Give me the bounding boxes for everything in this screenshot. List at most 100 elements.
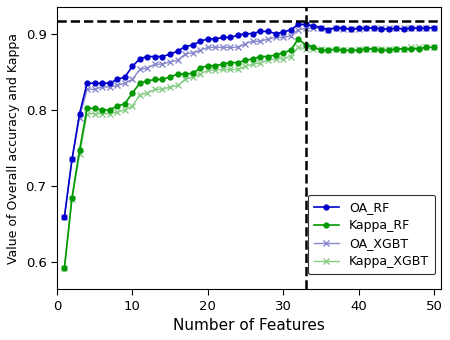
OA_XGBT bbox=[228, 45, 233, 49]
OA_XGBT bbox=[378, 26, 384, 30]
OA_XGBT bbox=[190, 51, 195, 55]
Kappa_RF bbox=[378, 48, 384, 52]
OA_XGBT bbox=[296, 28, 301, 32]
Kappa_XGBT bbox=[107, 112, 112, 116]
OA_XGBT bbox=[62, 215, 67, 219]
OA_XGBT bbox=[99, 85, 105, 89]
OA_XGBT bbox=[107, 85, 112, 89]
OA_RF bbox=[160, 54, 165, 58]
OA_XGBT bbox=[145, 66, 150, 70]
Kappa_XGBT bbox=[145, 91, 150, 95]
OA_XGBT bbox=[386, 26, 391, 30]
OA_XGBT bbox=[122, 81, 127, 85]
Kappa_RF bbox=[130, 91, 135, 95]
OA_XGBT bbox=[273, 35, 278, 39]
Kappa_RF bbox=[326, 48, 331, 52]
OA_XGBT bbox=[160, 62, 165, 66]
Kappa_XGBT bbox=[266, 58, 271, 62]
OA_RF bbox=[348, 27, 354, 31]
Kappa_XGBT bbox=[371, 47, 376, 51]
OA_RF bbox=[145, 54, 150, 58]
Kappa_XGBT bbox=[288, 54, 293, 58]
Kappa_RF bbox=[273, 53, 278, 57]
OA_RF bbox=[296, 22, 301, 27]
Kappa_RF bbox=[280, 51, 286, 55]
Kappa_XGBT bbox=[310, 47, 316, 51]
Kappa_XGBT bbox=[152, 87, 158, 91]
Kappa_XGBT bbox=[62, 266, 67, 270]
OA_RF bbox=[371, 26, 376, 30]
Kappa_XGBT bbox=[99, 112, 105, 116]
Kappa_XGBT bbox=[243, 64, 248, 68]
OA_RF bbox=[341, 26, 346, 30]
Kappa_RF bbox=[333, 47, 338, 51]
Kappa_RF bbox=[69, 195, 75, 200]
X-axis label: Number of Features: Number of Features bbox=[173, 318, 325, 333]
OA_RF bbox=[356, 26, 361, 30]
Kappa_RF bbox=[115, 104, 120, 108]
Kappa_XGBT bbox=[386, 47, 391, 51]
OA_RF bbox=[409, 26, 414, 30]
Kappa_RF bbox=[348, 48, 354, 52]
OA_RF bbox=[85, 81, 90, 85]
OA_RF bbox=[92, 81, 97, 85]
OA_XGBT bbox=[288, 34, 293, 38]
OA_XGBT bbox=[250, 39, 256, 43]
Kappa_XGBT bbox=[280, 57, 286, 61]
Kappa_RF bbox=[341, 48, 346, 52]
OA_XGBT bbox=[363, 26, 369, 30]
Kappa_XGBT bbox=[175, 83, 180, 87]
Kappa_XGBT bbox=[356, 47, 361, 51]
Kappa_XGBT bbox=[409, 45, 414, 49]
OA_RF bbox=[182, 45, 188, 49]
Kappa_RF bbox=[431, 45, 436, 49]
Kappa_XGBT bbox=[333, 47, 338, 51]
Kappa_RF bbox=[77, 148, 82, 152]
OA_RF bbox=[130, 64, 135, 68]
Kappa_XGBT bbox=[318, 47, 324, 51]
Kappa_XGBT bbox=[85, 112, 90, 116]
OA_RF bbox=[273, 32, 278, 36]
OA_RF bbox=[175, 49, 180, 53]
Kappa_RF bbox=[107, 108, 112, 112]
OA_XGBT bbox=[85, 87, 90, 91]
OA_XGBT bbox=[341, 27, 346, 31]
OA_XGBT bbox=[205, 45, 211, 49]
OA_RF bbox=[318, 26, 324, 30]
Kappa_XGBT bbox=[115, 110, 120, 114]
OA_XGBT bbox=[167, 60, 173, 64]
OA_RF bbox=[205, 37, 211, 41]
OA_RF bbox=[115, 77, 120, 81]
Kappa_XGBT bbox=[122, 108, 127, 112]
Kappa_RF bbox=[205, 64, 211, 68]
Kappa_RF bbox=[122, 102, 127, 106]
Kappa_XGBT bbox=[137, 92, 143, 97]
Kappa_XGBT bbox=[326, 48, 331, 52]
Kappa_RF bbox=[145, 79, 150, 83]
OA_XGBT bbox=[115, 83, 120, 87]
Kappa_RF bbox=[363, 47, 369, 51]
OA_XGBT bbox=[137, 67, 143, 71]
OA_RF bbox=[393, 26, 399, 30]
Kappa_XGBT bbox=[250, 62, 256, 66]
Kappa_RF bbox=[250, 57, 256, 61]
OA_RF bbox=[122, 75, 127, 79]
OA_RF bbox=[386, 27, 391, 31]
Kappa_RF bbox=[424, 45, 429, 49]
Kappa_XGBT bbox=[416, 45, 422, 49]
Kappa_RF bbox=[310, 45, 316, 49]
OA_XGBT bbox=[401, 26, 406, 30]
OA_RF bbox=[326, 28, 331, 32]
OA_RF bbox=[77, 112, 82, 116]
OA_RF bbox=[243, 32, 248, 36]
OA_XGBT bbox=[409, 26, 414, 30]
OA_XGBT bbox=[77, 116, 82, 120]
Kappa_RF bbox=[198, 66, 203, 70]
Kappa_RF bbox=[393, 47, 399, 51]
OA_RF bbox=[416, 26, 422, 30]
OA_RF bbox=[152, 54, 158, 58]
Kappa_RF bbox=[220, 62, 225, 66]
Kappa_RF bbox=[190, 71, 195, 75]
Kappa_RF bbox=[167, 75, 173, 79]
OA_RF bbox=[137, 57, 143, 61]
